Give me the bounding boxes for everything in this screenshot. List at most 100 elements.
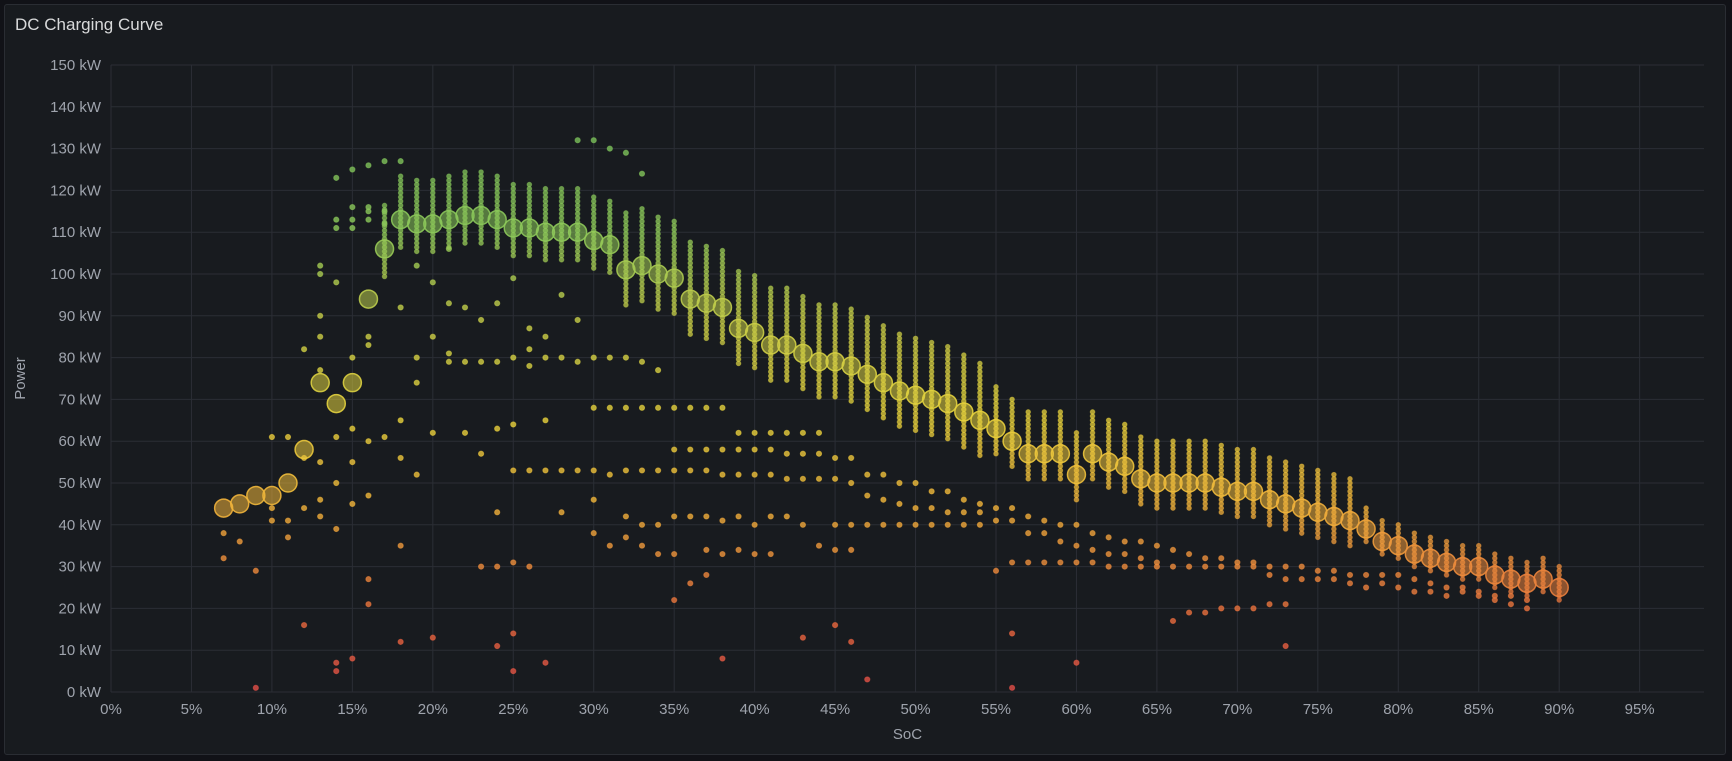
sample-point bbox=[365, 208, 372, 215]
sample-point bbox=[993, 384, 999, 390]
sample-point bbox=[687, 239, 694, 246]
sample-point bbox=[800, 293, 806, 300]
sample-point bbox=[767, 429, 774, 436]
sample-point bbox=[654, 467, 662, 474]
sample-point bbox=[703, 446, 710, 453]
median-point bbox=[1452, 556, 1473, 577]
sample-point bbox=[864, 521, 871, 528]
sample-point bbox=[510, 354, 517, 361]
sample-point bbox=[864, 492, 871, 499]
sample-point bbox=[1234, 605, 1241, 612]
sample-point bbox=[638, 358, 646, 365]
sample-point bbox=[671, 513, 678, 520]
sample-point bbox=[365, 492, 372, 499]
sample-point bbox=[542, 659, 549, 666]
sample-point bbox=[445, 358, 453, 365]
sample-point bbox=[1073, 659, 1080, 666]
sample-point bbox=[1153, 563, 1161, 570]
sample-point bbox=[1250, 605, 1257, 612]
sample-point bbox=[1556, 563, 1562, 570]
median-point bbox=[487, 209, 507, 230]
median-point bbox=[262, 485, 282, 506]
x-tick-label: 40% bbox=[740, 701, 770, 718]
sample-point bbox=[397, 158, 404, 165]
sample-point bbox=[494, 563, 501, 570]
sample-point bbox=[783, 513, 790, 520]
sample-point bbox=[1185, 563, 1193, 570]
sample-point bbox=[413, 471, 420, 478]
sample-point bbox=[1105, 534, 1112, 541]
sample-point bbox=[365, 216, 372, 223]
sample-point bbox=[284, 433, 292, 441]
y-tick-label: 10 kW bbox=[58, 642, 101, 659]
sample-point bbox=[461, 429, 469, 436]
sample-point bbox=[638, 521, 646, 528]
sample-point bbox=[590, 404, 597, 411]
x-tick-label: 35% bbox=[659, 701, 689, 718]
median-point bbox=[1114, 456, 1135, 477]
sample-point bbox=[896, 331, 903, 337]
sample-point bbox=[300, 622, 308, 629]
sample-point bbox=[1025, 530, 1032, 537]
median-point bbox=[616, 260, 636, 280]
sample-point bbox=[671, 596, 678, 604]
sample-point bbox=[767, 513, 774, 520]
sample-point bbox=[397, 173, 404, 179]
y-tick-label: 120 kW bbox=[50, 182, 102, 199]
sample-point bbox=[1073, 521, 1080, 528]
sample-point bbox=[574, 316, 581, 324]
panel-title: DC Charging Curve bbox=[15, 15, 164, 34]
sample-point bbox=[542, 467, 549, 474]
sample-point bbox=[510, 467, 517, 474]
x-tick-label: 80% bbox=[1383, 701, 1413, 718]
median-point bbox=[648, 264, 668, 284]
sample-point bbox=[735, 513, 742, 520]
median-point bbox=[632, 255, 652, 276]
sample-point bbox=[317, 333, 324, 340]
median-point bbox=[793, 343, 813, 364]
median-point bbox=[1291, 498, 1312, 518]
sample-point bbox=[365, 333, 372, 340]
x-tick-label: 90% bbox=[1544, 701, 1574, 718]
sample-point bbox=[478, 169, 484, 175]
sample-point bbox=[654, 367, 662, 374]
sample-point bbox=[1330, 576, 1338, 583]
median-point bbox=[1468, 556, 1489, 577]
sample-point bbox=[494, 173, 500, 179]
sample-point bbox=[381, 208, 388, 215]
sample-point bbox=[848, 454, 855, 462]
sample-point bbox=[606, 542, 613, 549]
sample-point bbox=[928, 488, 935, 495]
sample-point bbox=[558, 291, 565, 298]
sample-point bbox=[719, 655, 726, 662]
sample-point bbox=[815, 475, 823, 482]
sample-point bbox=[703, 546, 710, 553]
sample-point bbox=[654, 404, 662, 411]
sample-point bbox=[1008, 517, 1016, 524]
sample-point bbox=[622, 467, 630, 474]
sample-point bbox=[317, 367, 324, 374]
sample-point bbox=[607, 198, 613, 205]
sample-point bbox=[815, 429, 823, 436]
sample-point bbox=[526, 346, 533, 353]
sample-point bbox=[349, 166, 356, 173]
sample-point bbox=[638, 542, 646, 549]
median-point bbox=[358, 289, 379, 309]
median-point bbox=[1275, 494, 1296, 514]
median-point bbox=[1082, 443, 1103, 464]
sample-point bbox=[542, 354, 549, 361]
sample-point bbox=[799, 429, 807, 436]
sample-point bbox=[494, 300, 501, 307]
sample-point bbox=[1362, 571, 1370, 579]
x-tick-label: 65% bbox=[1142, 701, 1172, 718]
sample-point bbox=[317, 513, 324, 520]
x-tick-label: 10% bbox=[257, 701, 287, 718]
sample-point bbox=[719, 550, 726, 558]
sample-point bbox=[815, 542, 823, 549]
median-point bbox=[1131, 469, 1151, 489]
sample-point bbox=[494, 509, 501, 516]
sample-point bbox=[1250, 446, 1257, 453]
y-tick-label: 70 kW bbox=[58, 391, 101, 408]
sample-point bbox=[703, 467, 710, 474]
sample-point bbox=[349, 425, 356, 432]
